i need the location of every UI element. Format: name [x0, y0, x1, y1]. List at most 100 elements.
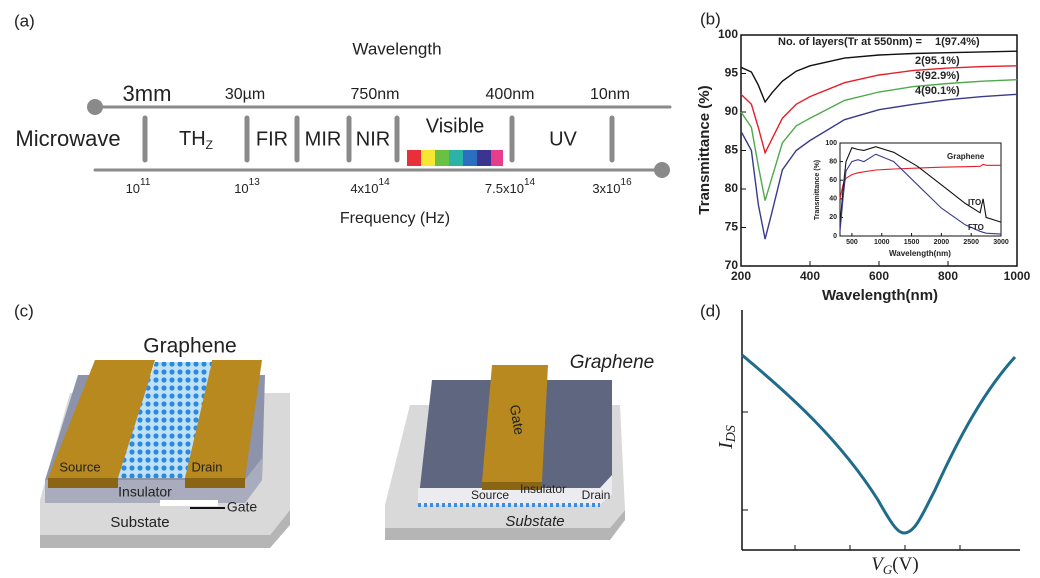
axis-title: Frequency (Hz): [340, 210, 450, 227]
y-tick-label: 80: [829, 158, 837, 165]
label-unit: (V): [892, 554, 918, 575]
panel-label: (b): [700, 9, 721, 28]
x-tick-label: 1000: [874, 239, 890, 246]
legend-label: ITO: [968, 198, 981, 207]
axis-end: [654, 162, 670, 178]
x-axis-label: Wavelength(nm): [889, 249, 951, 258]
frequency-label: 1013: [234, 177, 260, 197]
x-tick-label: 2000: [934, 239, 950, 246]
band-label: Microwave: [15, 126, 120, 151]
x-axis-label: VG(V): [871, 554, 918, 577]
panel-label: (c): [14, 301, 34, 320]
freq-base: 4x10: [350, 181, 378, 196]
band-label-main: TH: [179, 128, 206, 150]
frequency-label: 1011: [126, 177, 151, 197]
band-label: UV: [549, 128, 577, 150]
y-tick-label: 40: [829, 196, 837, 203]
freq-base: 3x10: [592, 181, 620, 196]
wavelength-label: 30µm: [225, 86, 265, 103]
gate-strip: [160, 500, 218, 506]
x-tick-label: 1500: [904, 239, 920, 246]
band-label: THZ: [179, 128, 213, 152]
y-tick-label: 80: [725, 181, 739, 195]
legend-title: No. of layers(Tr at 550nm) =: [778, 36, 922, 48]
wavelength-label: 750nm: [351, 86, 400, 103]
device-label: Source: [471, 488, 509, 502]
x-tick-label: 1000: [1004, 269, 1031, 283]
swatch: [491, 150, 503, 166]
x-tick-label: 800: [938, 269, 958, 283]
device-title: Graphene: [570, 352, 655, 373]
y-tick-label: 85: [725, 143, 739, 157]
band-label: NIR: [356, 128, 390, 150]
y-tick-label: 90: [725, 104, 739, 118]
swatch: [421, 150, 435, 166]
frequency-label: 7.5x1014: [485, 177, 536, 197]
device-label: Drain: [582, 488, 611, 502]
swatch: [407, 150, 421, 166]
band-label-sub: Z: [206, 138, 213, 152]
rainbow: [407, 150, 503, 166]
legend-label: 2(95.1%): [915, 55, 960, 67]
freq-exp: 14: [524, 177, 536, 188]
x-tick-label: 3000: [993, 239, 1009, 246]
wavelength-label: 400nm: [486, 86, 535, 103]
label-sub: DS: [724, 425, 739, 443]
legend-label: 3(92.9%): [915, 70, 960, 82]
figure: (a) Wavelength 3mm 30µm 750nm 400nm 10nm…: [0, 0, 1040, 578]
panel-label: (d): [700, 301, 721, 320]
panel-label: (a): [14, 11, 35, 30]
band-label: FIR: [256, 128, 288, 150]
wavelength-label: 10nm: [590, 86, 630, 103]
electrode-edge: [185, 478, 245, 488]
freq-exp: 13: [249, 177, 261, 188]
y-tick-label: 100: [718, 27, 738, 41]
freq-base: 10: [234, 181, 248, 196]
swatch: [463, 150, 477, 166]
x-axis-label: Wavelength(nm): [822, 287, 938, 304]
device-label: Drain: [191, 459, 222, 474]
x-tick-label: 600: [869, 269, 889, 283]
device-title: Graphene: [143, 335, 236, 358]
device-label: Substate: [110, 514, 169, 531]
ticks: [742, 412, 960, 550]
device-label: Insulator: [118, 484, 172, 500]
swatch: [435, 150, 449, 166]
panel-a: (a) Wavelength 3mm 30µm 750nm 400nm 10nm…: [14, 11, 670, 227]
freq-base: 10: [126, 181, 140, 196]
device-label: Substate: [505, 513, 564, 530]
panel-c: (c) Graphene Source Drain Insulator Gate…: [14, 301, 654, 548]
panel-d: (d) IDS VG(V): [700, 301, 1020, 577]
axis-title: Wavelength: [352, 39, 441, 58]
freq-exp: 11: [140, 177, 151, 188]
electrode-edge: [48, 478, 118, 488]
x-tick-label: 500: [846, 239, 858, 246]
wavelength-label: 3mm: [123, 81, 172, 106]
freq-base: 7.5x10: [485, 181, 524, 196]
y-tick-label: 0: [833, 233, 837, 240]
x-tick-label: 400: [800, 269, 820, 283]
legend-label: 1(97.4%): [935, 36, 980, 48]
x-tick-label: 2500: [963, 239, 979, 246]
y-tick-label: 100: [825, 140, 837, 147]
y-tick-label: 20: [829, 214, 837, 221]
legend-label: Graphene: [947, 152, 985, 161]
swatch: [477, 150, 491, 166]
y-axis-label: Transmittance (%): [814, 160, 821, 220]
band-label: MIR: [305, 128, 342, 150]
device-label: Gate: [227, 499, 258, 515]
frequency-label: 3x1016: [592, 177, 632, 197]
legend-label: 4(90.1%): [915, 85, 960, 97]
y-axis-label: IDS: [715, 425, 740, 450]
legend-label: FTO: [968, 223, 984, 232]
y-tick-label: 60: [829, 177, 837, 184]
freq-exp: 14: [379, 177, 391, 188]
transfer-curve: [742, 355, 1015, 533]
y-tick-label: 95: [725, 66, 739, 80]
y-axis-label: Transmittance (%): [696, 85, 713, 214]
frequency-label: 4x1014: [350, 177, 390, 197]
device-label: Insulator: [520, 482, 566, 496]
device-label: Source: [59, 459, 100, 474]
y-tick-label: 70: [725, 258, 739, 272]
